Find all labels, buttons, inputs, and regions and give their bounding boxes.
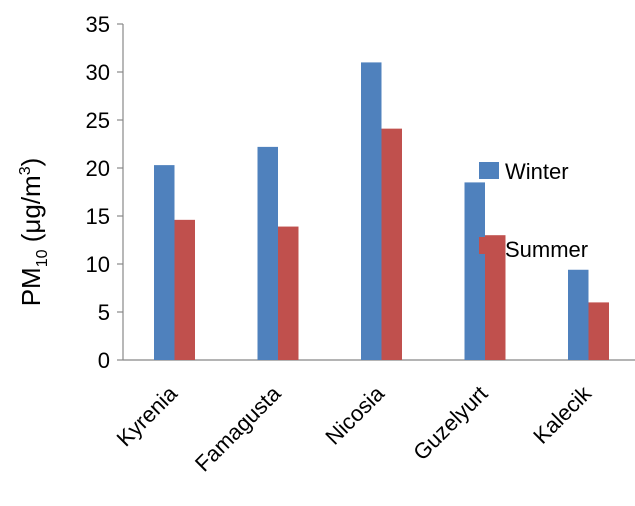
y-axis-title-base: PM (16, 267, 46, 306)
x-tick-label-guzelyurt: Guzelyurt (408, 381, 492, 465)
x-tick-label-nicosia: Nicosia (320, 380, 389, 449)
y-tick-label: 30 (86, 60, 110, 85)
y-tick-label: 15 (86, 204, 110, 229)
legend-label-winter: Winter (505, 159, 569, 184)
bar-winter-guzelyurt (464, 182, 485, 360)
y-tick-label: 5 (98, 300, 110, 325)
y-tick-label: 25 (86, 108, 110, 133)
x-tick-label-famagusta: Famagusta (190, 380, 286, 476)
bar-winter-kyrenia (154, 165, 175, 360)
y-tick-label: 35 (86, 12, 110, 37)
y-axis-title-unit-suffix: ) (16, 158, 46, 167)
bar-winter-famagusta (257, 146, 278, 360)
y-tick-label: 20 (86, 156, 110, 181)
x-tick-label-kalecik: Kalecik (528, 380, 597, 449)
y-tick-label: 10 (86, 252, 110, 277)
bar-summer-kalecik (588, 302, 609, 360)
y-axis-title-superscript: 3 (17, 166, 34, 175)
plot-area: 0 5 10 15 20 25 30 35 Kyrenia Famagusta Nicosia Guz… (86, 12, 635, 476)
y-axis-title-subscript: 10 (34, 249, 51, 267)
legend-swatch-winter (479, 162, 499, 179)
bar-winter-kalecik (568, 269, 589, 360)
y-tick-label: 0 (98, 348, 110, 373)
bar-summer-kyrenia (174, 219, 195, 360)
legend-label-summer: Summer (505, 237, 588, 262)
bar-summer-famagusta (278, 226, 299, 360)
legend-swatch-summer (479, 237, 499, 254)
bar-summer-guzelyurt (485, 235, 506, 360)
y-axis-title-unit-prefix: (μg/m (16, 175, 46, 249)
x-tick-label-kyrenia: Kyrenia (112, 380, 183, 451)
bar-winter-nicosia (361, 62, 382, 361)
y-axis-title: PM10 (μg/m3) (16, 158, 51, 307)
bar-summer-nicosia (381, 128, 402, 360)
